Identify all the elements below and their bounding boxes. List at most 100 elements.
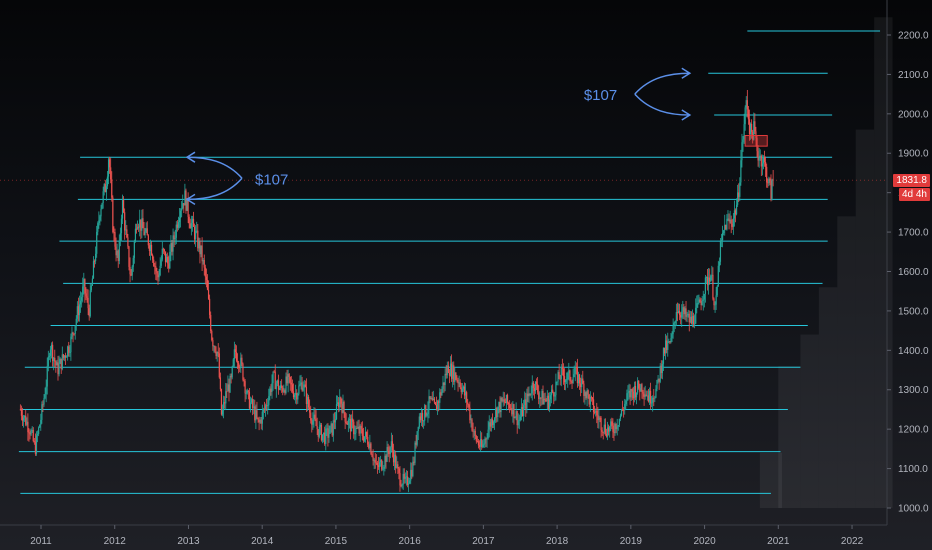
candle-body [337, 402, 339, 405]
candle-body [106, 176, 109, 187]
candle-body [689, 316, 691, 323]
candle-body [535, 381, 538, 385]
candle-body [432, 398, 434, 401]
candle-body [247, 390, 249, 392]
candle-body [131, 266, 133, 276]
candle-body [325, 428, 327, 445]
candle-body [453, 365, 455, 382]
candle-body [663, 347, 666, 354]
candle-body [303, 384, 305, 388]
candle-body [338, 402, 340, 408]
candle-body [49, 349, 52, 356]
horizontal-levels [0, 30, 887, 494]
candle-body [84, 278, 86, 294]
price-tick-label: 1100.0 [898, 464, 928, 475]
candle-body [129, 266, 131, 275]
candle-body [618, 418, 620, 426]
candle-body [262, 409, 264, 412]
candle-body [62, 354, 64, 358]
candle-body [424, 405, 426, 421]
candle-body [109, 159, 111, 168]
candle-body [402, 473, 404, 485]
candle-body [688, 313, 690, 323]
candle-body [306, 396, 309, 405]
candle-body [698, 299, 700, 303]
candle-body [162, 248, 164, 250]
candle-body [616, 426, 618, 430]
candle-body [223, 402, 225, 411]
candle-body [240, 357, 242, 369]
candle-body [517, 420, 519, 426]
candle-body [747, 109, 750, 120]
candle-body [748, 119, 751, 134]
candle-body [626, 393, 628, 401]
candle-body [733, 210, 736, 219]
candle-body [649, 390, 652, 404]
candle-body [266, 405, 268, 407]
candle-body [430, 397, 432, 399]
candle-body [361, 428, 363, 436]
candle-body [88, 308, 90, 317]
candle-body [757, 151, 759, 161]
candle-body [766, 166, 768, 183]
candle-body [257, 417, 259, 420]
candle-body [65, 356, 68, 358]
candle-body [173, 235, 175, 240]
candle-body [740, 160, 742, 183]
candle-body [261, 411, 263, 424]
candle-body [403, 473, 405, 479]
candle-body [86, 296, 88, 298]
candle-body [534, 381, 537, 392]
candle-body [457, 380, 459, 384]
candle-body [197, 230, 199, 249]
candle-body [182, 203, 184, 209]
candle-body [677, 311, 680, 313]
candle-body [634, 385, 637, 398]
candle-body [67, 346, 69, 357]
candle-body [360, 425, 362, 429]
candle-body [771, 179, 773, 199]
candle-body [127, 237, 129, 247]
candle-body [399, 473, 401, 486]
candle-body [218, 353, 220, 378]
candle-body [156, 271, 158, 274]
candle-body [467, 402, 469, 405]
candle-body [615, 423, 617, 430]
candle-body [385, 455, 387, 462]
candle-body [711, 274, 713, 276]
candle-body [687, 313, 689, 316]
candle-body [719, 241, 722, 262]
candle-body [686, 315, 688, 317]
candle-body [447, 365, 449, 373]
time-tick-label: 2013 [177, 536, 200, 547]
candle-body [478, 445, 481, 447]
candle-body [72, 332, 74, 334]
candle-body [714, 304, 716, 306]
candle-body [708, 277, 710, 286]
candle-body [363, 436, 366, 441]
candle-body [661, 363, 663, 374]
candle-body [583, 383, 585, 396]
candle-body [602, 431, 604, 433]
candle-body [495, 408, 497, 419]
candle-body [382, 468, 384, 470]
candle-body [588, 394, 590, 405]
candle-body [181, 208, 183, 211]
candle-body [110, 167, 112, 180]
candle-body [82, 286, 84, 298]
candle-body [460, 387, 462, 393]
candle-body [38, 427, 40, 435]
price-tick-label: 1500.0 [898, 306, 929, 317]
candle-body [658, 378, 660, 382]
candle-body [554, 395, 556, 397]
candle-body [660, 365, 662, 374]
candle-body [29, 433, 31, 435]
candle-body [656, 379, 658, 389]
candle-body [30, 430, 32, 435]
candle-body [548, 399, 551, 409]
candle-body [601, 430, 603, 432]
candle-body [58, 363, 60, 375]
candle-body [646, 395, 648, 397]
candle-body [744, 107, 746, 125]
